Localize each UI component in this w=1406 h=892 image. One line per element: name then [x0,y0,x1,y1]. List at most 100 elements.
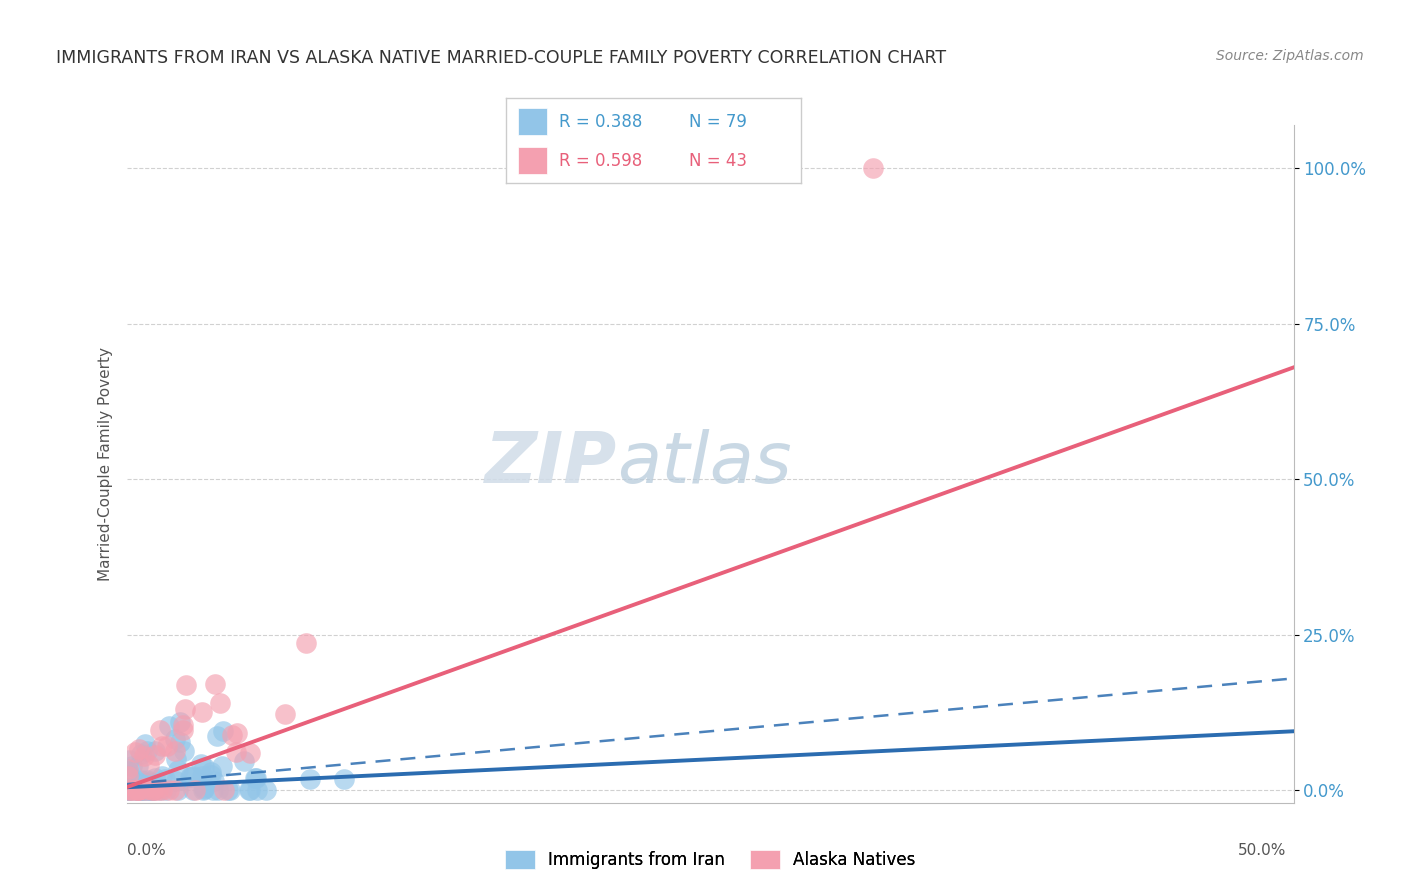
Point [180,771,202,785]
Point [127,783,149,797]
Text: N = 79: N = 79 [689,113,747,131]
Point [118,753,141,767]
Point [124,745,146,759]
Point [117,769,139,783]
Point [127,783,149,797]
Point [145,748,167,763]
Point [134,737,156,751]
Point [190,756,212,771]
Point [225,745,247,759]
Point [254,783,277,797]
Point [226,726,249,740]
Point [131,783,153,797]
FancyBboxPatch shape [517,108,547,136]
Point [117,781,139,796]
Point [128,742,150,756]
Point [245,771,267,785]
Point [131,783,153,797]
Point [148,723,170,738]
Point [138,783,160,797]
Point [169,735,191,749]
Point [190,705,212,719]
Point [142,783,165,797]
Point [156,739,179,753]
Y-axis label: Married-Couple Family Poverty: Married-Couple Family Poverty [97,347,112,581]
Point [204,677,226,691]
Point [132,783,155,797]
Point [333,772,356,787]
Text: ZIP: ZIP [485,429,617,499]
Point [172,723,194,737]
Point [132,749,155,764]
Point [128,783,150,797]
Point [174,678,197,692]
Point [120,781,142,796]
Point [233,754,256,768]
Point [193,783,215,797]
Point [127,783,149,797]
Point [127,783,149,797]
Point [117,783,139,797]
Point [138,783,160,797]
Point [142,776,165,790]
Text: R = 0.598: R = 0.598 [560,152,643,169]
Point [165,744,187,758]
Point [295,636,318,650]
Point [165,773,187,788]
Point [165,732,187,747]
Point [221,728,243,742]
Point [117,783,139,797]
Point [172,718,194,732]
Point [138,775,160,789]
Point [129,773,152,788]
Point [134,783,156,797]
Point [142,783,165,797]
Point [193,781,215,796]
Text: N = 43: N = 43 [689,152,747,169]
Point [274,707,297,722]
Point [193,781,215,796]
Point [165,752,187,766]
Point [141,783,163,797]
Point [862,161,884,176]
Point [191,769,214,783]
Text: R = 0.388: R = 0.388 [560,113,643,131]
Point [219,783,242,797]
Point [150,739,173,753]
Point [155,783,177,797]
Point [181,783,204,797]
Text: Source: ZipAtlas.com: Source: ZipAtlas.com [1216,49,1364,63]
Point [239,783,262,797]
Point [127,758,149,772]
Point [157,719,180,733]
Point [120,783,142,797]
Point [202,783,225,797]
Point [129,747,152,761]
Point [117,764,139,779]
Point [118,767,141,781]
Point [127,783,149,797]
Point [131,783,153,797]
Point [135,744,157,758]
Point [145,744,167,758]
Point [207,783,229,797]
Point [238,783,260,797]
Point [179,770,201,784]
Point [135,773,157,788]
Point [183,783,205,797]
Point [127,783,149,797]
Point [205,729,228,743]
Point [132,776,155,790]
Point [174,702,197,716]
Point [150,783,173,797]
Point [181,769,204,783]
Point [117,783,139,797]
Point [117,783,139,797]
Legend: Immigrants from Iran, Alaska Natives: Immigrants from Iran, Alaska Natives [498,843,922,876]
Point [217,783,239,797]
Point [149,783,172,797]
Point [239,747,262,761]
Point [141,783,163,797]
Point [167,763,190,777]
Text: IMMIGRANTS FROM IRAN VS ALASKA NATIVE MARRIED-COUPLE FAMILY POVERTY CORRELATION : IMMIGRANTS FROM IRAN VS ALASKA NATIVE MA… [56,49,946,67]
